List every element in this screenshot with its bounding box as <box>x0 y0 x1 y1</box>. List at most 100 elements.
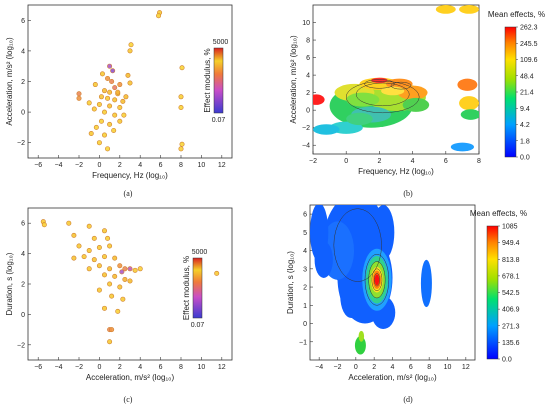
data-point <box>107 121 113 127</box>
data-point <box>96 101 102 107</box>
data-point <box>122 276 128 282</box>
data-point <box>107 243 113 249</box>
data-point <box>179 141 185 147</box>
heat-blob <box>457 78 478 91</box>
y-tick-label: −2 <box>17 342 25 349</box>
y-tick-label: 0 <box>21 312 25 319</box>
panel-c: −6 −4 −2 0 2 4 6 8 10 12 −2 0 2 4 6 Acceleration, m/s² … <box>5 207 233 404</box>
data-point <box>120 98 126 104</box>
heat-blob <box>340 274 363 319</box>
panel-a: −6 −4 −2 0 2 4 6 8 10 12 −2 0 2 4 6 Frequency, Hz (log₁… <box>5 4 233 198</box>
x-tick-label: 10 <box>198 162 206 169</box>
heat-blob <box>314 241 333 278</box>
heat-blob <box>459 96 479 111</box>
heat-blob <box>459 5 479 14</box>
x-tick-label: 2 <box>372 364 376 371</box>
data-point <box>93 124 99 130</box>
contour-line <box>333 208 382 282</box>
y-tick-label: −1 <box>299 339 307 346</box>
heat-blob <box>374 274 380 286</box>
data-point <box>112 112 118 118</box>
data-point <box>102 228 108 234</box>
heatmap-area <box>313 5 479 152</box>
data-point <box>127 278 133 284</box>
colorbar <box>486 225 499 360</box>
y-tick-label: −2 <box>302 125 310 132</box>
heat-blob <box>460 109 479 120</box>
colorbar-tick-label: 949.4 <box>502 240 520 247</box>
heat-blob <box>313 124 340 135</box>
data-point <box>107 63 113 69</box>
data-point <box>102 88 108 94</box>
data-point <box>105 235 111 241</box>
colorbar-tick-label: 1.8 <box>520 138 530 145</box>
x-tick-label: 2 <box>377 158 381 165</box>
data-point <box>137 266 143 272</box>
colorbar-tick-label: 4.2 <box>520 122 530 129</box>
data-point <box>105 146 111 152</box>
colorbar <box>192 257 203 319</box>
colorbar-tick-label: 262.3 <box>520 25 538 32</box>
data-point <box>115 89 121 95</box>
data-point <box>86 248 92 254</box>
data-point <box>86 223 92 229</box>
data-point <box>107 281 113 287</box>
data-point <box>102 109 108 115</box>
data-point <box>115 308 121 314</box>
x-axis-label: Frequency, Hz (log₁₀) <box>358 167 434 176</box>
data-point <box>92 82 98 88</box>
colorbar-tick-label: 678.1 <box>502 273 520 280</box>
colorbar-tick-label: 542.5 <box>502 290 520 297</box>
data-point <box>91 106 97 112</box>
data-point <box>91 235 97 241</box>
heat-blob <box>346 112 373 126</box>
data-point <box>127 48 133 54</box>
heat-blob <box>346 92 380 107</box>
y-tick-label: 2 <box>306 90 310 97</box>
colorbar-title: Mean effects, % <box>470 209 527 218</box>
x-tick-label: 10 <box>198 364 206 371</box>
colorbar <box>504 26 517 158</box>
data-point <box>109 79 115 85</box>
x-tick-label: 12 <box>218 364 226 371</box>
x-tick-label: 6 <box>159 364 163 371</box>
data-point <box>96 140 102 146</box>
contour-line <box>371 268 383 291</box>
data-point <box>91 257 97 263</box>
panel-label: (c) <box>124 395 133 404</box>
data-point <box>128 42 134 48</box>
plot-frame <box>312 4 480 155</box>
data-point <box>41 222 47 228</box>
data-point <box>117 105 123 111</box>
y-tick-label: 1 <box>303 303 307 310</box>
data-point <box>107 89 113 95</box>
colorbar-tick-label: 48.4 <box>520 73 534 80</box>
colorbar-tick-label: 21.4 <box>520 90 534 97</box>
data-point <box>121 112 127 118</box>
x-tick-label: 8 <box>427 364 431 371</box>
x-tick-label: −6 <box>34 364 42 371</box>
x-tick-label: 8 <box>477 158 481 165</box>
contour-line <box>364 79 395 89</box>
data-point <box>105 95 111 101</box>
x-tick-label: 0 <box>344 158 348 165</box>
x-tick-label: 8 <box>179 364 183 371</box>
x-tick-label: −2 <box>75 162 83 169</box>
colorbar-max-label: 5000 <box>213 39 229 46</box>
data-point <box>98 94 104 100</box>
contour-line <box>345 81 420 114</box>
data-point <box>76 243 82 249</box>
data-point <box>178 105 184 111</box>
colorbar-tick-label: 245.5 <box>520 41 538 48</box>
y-axis-label: Acceleration, m/s² (log₁₀) <box>289 35 298 124</box>
data-point <box>76 95 82 101</box>
data-point <box>81 254 87 260</box>
heat-blob <box>450 142 475 152</box>
data-point <box>122 266 128 272</box>
x-tick-label: −6 <box>34 162 42 169</box>
colorbar-tick-label: 135.6 <box>502 340 520 347</box>
y-tick-label: 0 <box>303 321 307 328</box>
data-point <box>178 94 184 100</box>
x-tick-label: −2 <box>309 158 317 165</box>
